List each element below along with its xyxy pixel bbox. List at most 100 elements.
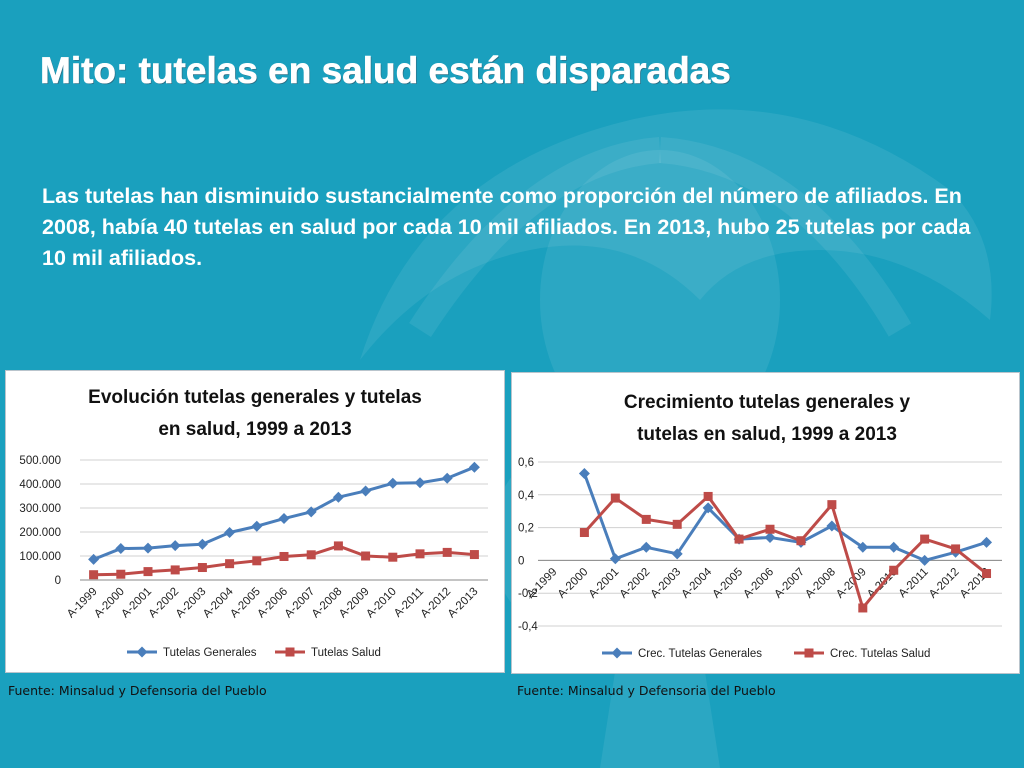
growth-legend-label-2: Crec. Tutelas Salud (830, 648, 930, 660)
growth-series-line-2 (583, 494, 988, 610)
evolution-data-point-2 (442, 547, 452, 557)
growth-data-point-1 (764, 531, 776, 543)
growth-data-point-2 (982, 569, 992, 579)
growth-data-point-1 (826, 520, 838, 532)
growth-data-point-1 (702, 502, 714, 514)
evolution-data-point-1 (224, 526, 236, 538)
growth-line-chart: Crecimiento tutelas generales y tutelas e… (518, 392, 1002, 660)
evolution-data-point-2 (89, 570, 99, 580)
evolution-data-point-1 (305, 506, 317, 518)
growth-x-tick-label: A-2007 (772, 566, 807, 601)
growth-data-point-1 (640, 541, 652, 553)
growth-x-tick-label: A-2012 (927, 566, 962, 601)
growth-data-point-1 (578, 467, 590, 479)
evolution-data-point-1 (88, 553, 100, 565)
growth-data-point-2 (796, 536, 806, 546)
growth-data-point-1 (919, 554, 931, 566)
growth-data-point-2 (641, 514, 651, 524)
growth-data-point-1 (671, 548, 683, 560)
evolution-data-point-1 (251, 520, 263, 532)
evolution-data-point-2 (469, 550, 479, 560)
growth-x-tick-label: A-1999 (525, 566, 560, 601)
evolution-data-point-2 (252, 556, 262, 566)
evolution-data-point-2 (116, 569, 126, 579)
evolution-data-point-2 (170, 565, 180, 575)
evolution-y-tick-label: 200.000 (19, 527, 61, 539)
growth-x-tick-label: A-2002 (618, 566, 653, 601)
evolution-legend-label-2: Tutelas Salud (311, 647, 381, 659)
evolution-data-point-1 (360, 485, 372, 497)
evolution-data-point-2 (306, 550, 316, 560)
evolution-data-point-1 (387, 477, 399, 489)
growth-data-point-2 (734, 534, 744, 544)
growth-data-point-2 (765, 524, 775, 534)
evolution-y-tick-label: 0 (55, 575, 61, 587)
growth-data-point-1 (609, 553, 621, 565)
evolution-data-point-1 (196, 538, 208, 550)
slide-intro-text: Las tutelas han disminuido sustancialmen… (42, 184, 971, 270)
evolution-data-point-1 (142, 542, 154, 554)
growth-data-point-1 (857, 541, 869, 553)
growth-data-point-2 (951, 544, 961, 554)
growth-x-tick-label: A-2000 (556, 566, 591, 601)
evolution-legend-marker-2 (285, 647, 295, 657)
evolution-line-chart: Evolución tutelas generales y tutelas en … (19, 387, 488, 659)
evolution-data-point-1 (414, 477, 426, 489)
evolution-data-point-2 (143, 567, 153, 577)
evolution-data-point-2 (279, 551, 289, 561)
chart-panel-growth: Crecimiento tutelas generales y tutelas e… (511, 372, 1020, 674)
growth-data-point-2 (827, 500, 837, 510)
evolution-title-line-2: en salud, 1999 a 2013 (158, 419, 351, 440)
growth-x-tick-label: A-2006 (741, 566, 776, 601)
source-note-right: Fuente: Minsalud y Defensoria del Pueblo (517, 683, 776, 698)
growth-data-point-2 (703, 491, 713, 501)
growth-y-tick-label: 0,4 (518, 490, 535, 502)
growth-x-tick-label: A-2003 (649, 566, 684, 601)
evolution-data-point-1 (115, 543, 127, 555)
growth-data-point-2 (920, 534, 930, 544)
growth-y-tick-label: 0 (518, 555, 524, 567)
evolution-legend-label-1: Tutelas Generales (163, 647, 257, 659)
growth-y-tick-label: 0,2 (518, 523, 534, 535)
source-note-left: Fuente: Minsalud y Defensoria del Pueblo (8, 683, 267, 698)
evolution-data-point-2 (361, 551, 371, 561)
chart-panel-evolution: Evolución tutelas generales y tutelas en … (5, 370, 505, 673)
evolution-data-point-1 (278, 513, 290, 525)
growth-title-line-1: Crecimiento tutelas generales y (624, 392, 911, 413)
evolution-y-tick-label: 300.000 (19, 503, 61, 515)
evolution-data-point-2 (388, 552, 398, 562)
evolution-data-point-2 (197, 563, 207, 573)
evolution-y-tick-label: 400.000 (19, 479, 61, 491)
evolution-data-point-1 (332, 491, 344, 503)
growth-data-point-2 (889, 565, 899, 575)
evolution-data-point-2 (415, 549, 425, 559)
growth-y-tick-label: -0,2 (518, 588, 538, 600)
growth-data-point-2 (610, 493, 620, 503)
evolution-data-point-2 (225, 559, 235, 569)
growth-y-tick-label: -0,4 (518, 621, 538, 633)
growth-legend-marker-1 (611, 647, 623, 659)
slide-title: Mito: tutelas en salud están disparadas (40, 50, 731, 92)
growth-y-tick-label: 0,6 (518, 457, 534, 469)
evolution-data-point-2 (333, 541, 343, 551)
evolution-y-tick-label: 500.000 (19, 455, 61, 467)
growth-x-tick-label: A-2008 (803, 566, 838, 601)
growth-title-line-2: tutelas en salud, 1999 a 2013 (637, 424, 897, 445)
growth-series-line-1 (582, 472, 987, 562)
growth-x-tick-label: A-2004 (680, 566, 715, 601)
growth-x-tick-label: A-2005 (710, 566, 745, 601)
growth-legend-marker-2 (804, 648, 814, 658)
evolution-title-line-1: Evolución tutelas generales y tutelas (88, 387, 422, 408)
growth-legend-label-1: Crec. Tutelas Generales (638, 648, 762, 660)
growth-data-point-1 (981, 536, 993, 548)
evolution-x-tick-label: A-2013 (446, 586, 481, 621)
growth-data-point-2 (672, 519, 682, 529)
evolution-y-tick-label: 100.000 (19, 551, 61, 563)
growth-x-tick-label: A-2001 (587, 566, 622, 601)
growth-data-point-2 (579, 528, 589, 538)
evolution-data-point-1 (468, 461, 480, 473)
growth-data-point-2 (858, 603, 868, 613)
evolution-x-tick-label: A-2010 (364, 586, 399, 621)
growth-x-tick-label: A-2011 (897, 566, 931, 600)
growth-data-point-1 (888, 541, 900, 553)
